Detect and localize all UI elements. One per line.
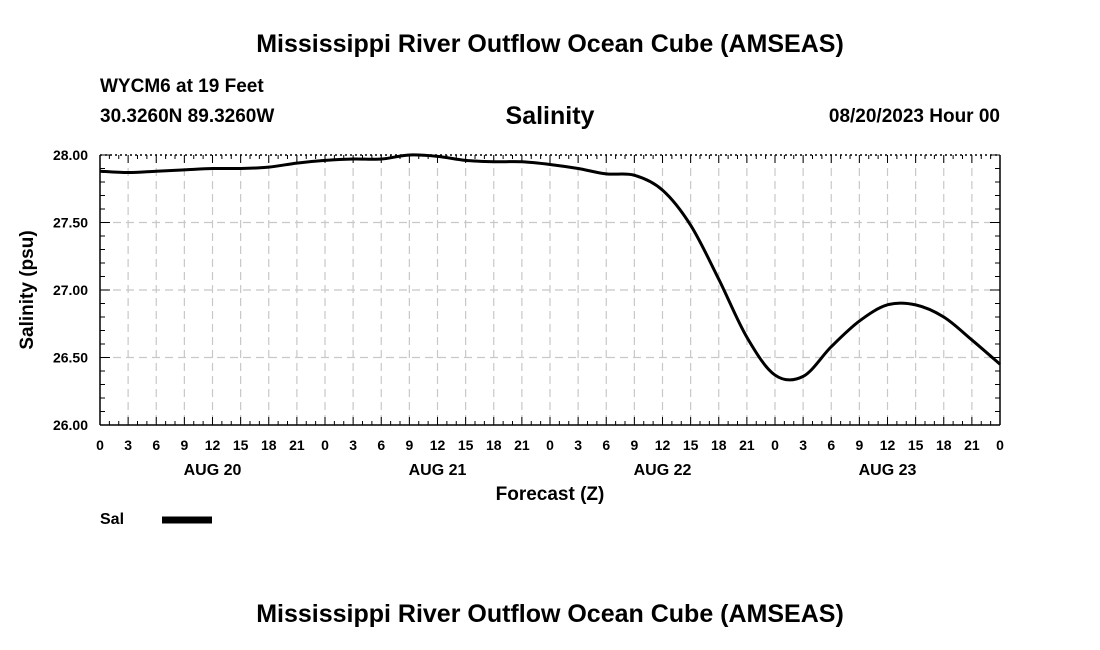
day-label: AUG 21 xyxy=(409,462,467,479)
x-tick-label: 6 xyxy=(827,437,835,453)
day-label: AUG 22 xyxy=(634,462,692,479)
y-tick-label: 26.50 xyxy=(53,350,88,366)
bottom-title: Mississippi River Outflow Ocean Cube (AM… xyxy=(256,600,844,628)
y-tick-label: 27.50 xyxy=(53,215,88,231)
y-tick-label: 26.00 xyxy=(53,417,88,433)
x-tick-label: 18 xyxy=(711,437,727,453)
x-tick-label: 0 xyxy=(321,437,329,453)
x-tick-label: 3 xyxy=(124,437,132,453)
x-tick-label: 15 xyxy=(683,437,699,453)
x-tick-label: 12 xyxy=(205,437,221,453)
x-tick-label: 15 xyxy=(458,437,474,453)
y-axis-title: Salinity (psu) xyxy=(17,230,38,349)
tick-labels: 0 3 6 9 12 15 18 21 0 3 6 9 12 15 18 21 0 3 6 9 12 15 18 21 0 3 6 9… xyxy=(53,147,1004,479)
axes xyxy=(99,154,1001,426)
x-tick-label: 18 xyxy=(486,437,502,453)
x-tick-label: 9 xyxy=(405,437,413,453)
day-label: AUG 20 xyxy=(184,462,242,479)
x-tick-label: 0 xyxy=(771,437,779,453)
series-layer xyxy=(99,153,1001,382)
x-tick-label: 21 xyxy=(964,437,980,453)
x-axis-title: Forecast (Z) xyxy=(496,484,605,505)
x-tick-label: 12 xyxy=(655,437,671,453)
x-tick-label: 6 xyxy=(377,437,385,453)
forecast-datetime: 08/20/2023 Hour 00 xyxy=(828,106,1000,127)
x-tick-label: 3 xyxy=(349,437,357,453)
station-label: WYCM6 at 19 Feet xyxy=(100,76,264,97)
legend-label-sal: Sal xyxy=(100,511,124,528)
x-tick-label: 15 xyxy=(908,437,924,453)
chart-title: Salinity xyxy=(505,102,595,130)
x-tick-label: 15 xyxy=(233,437,249,453)
x-tick-label: 3 xyxy=(799,437,807,453)
x-tick-label: 0 xyxy=(996,437,1004,453)
x-tick-label: 12 xyxy=(430,437,446,453)
y-tick-label: 28.00 xyxy=(53,147,88,163)
x-tick-label: 9 xyxy=(180,437,188,453)
legend: Sal xyxy=(100,511,212,528)
series-line-sal xyxy=(99,153,1001,382)
y-tick-label: 27.00 xyxy=(53,282,88,298)
x-tick-label: 18 xyxy=(261,437,277,453)
x-tick-label: 21 xyxy=(514,437,530,453)
main-title: Mississippi River Outflow Ocean Cube (AM… xyxy=(256,30,844,58)
x-tick-label: 6 xyxy=(152,437,160,453)
grid xyxy=(100,155,1000,425)
x-tick-label: 12 xyxy=(880,437,896,453)
day-label: AUG 23 xyxy=(859,462,917,479)
x-tick-label: 21 xyxy=(739,437,755,453)
x-tick-label: 9 xyxy=(855,437,863,453)
coordinates-label: 30.3260N 89.3260W xyxy=(100,106,275,127)
x-tick-label: 18 xyxy=(936,437,952,453)
x-tick-label: 9 xyxy=(630,437,638,453)
x-tick-label: 21 xyxy=(289,437,305,453)
x-tick-label: 3 xyxy=(574,437,582,453)
x-tick-label: 6 xyxy=(602,437,610,453)
x-tick-label: 0 xyxy=(96,437,104,453)
x-tick-label: 0 xyxy=(546,437,554,453)
